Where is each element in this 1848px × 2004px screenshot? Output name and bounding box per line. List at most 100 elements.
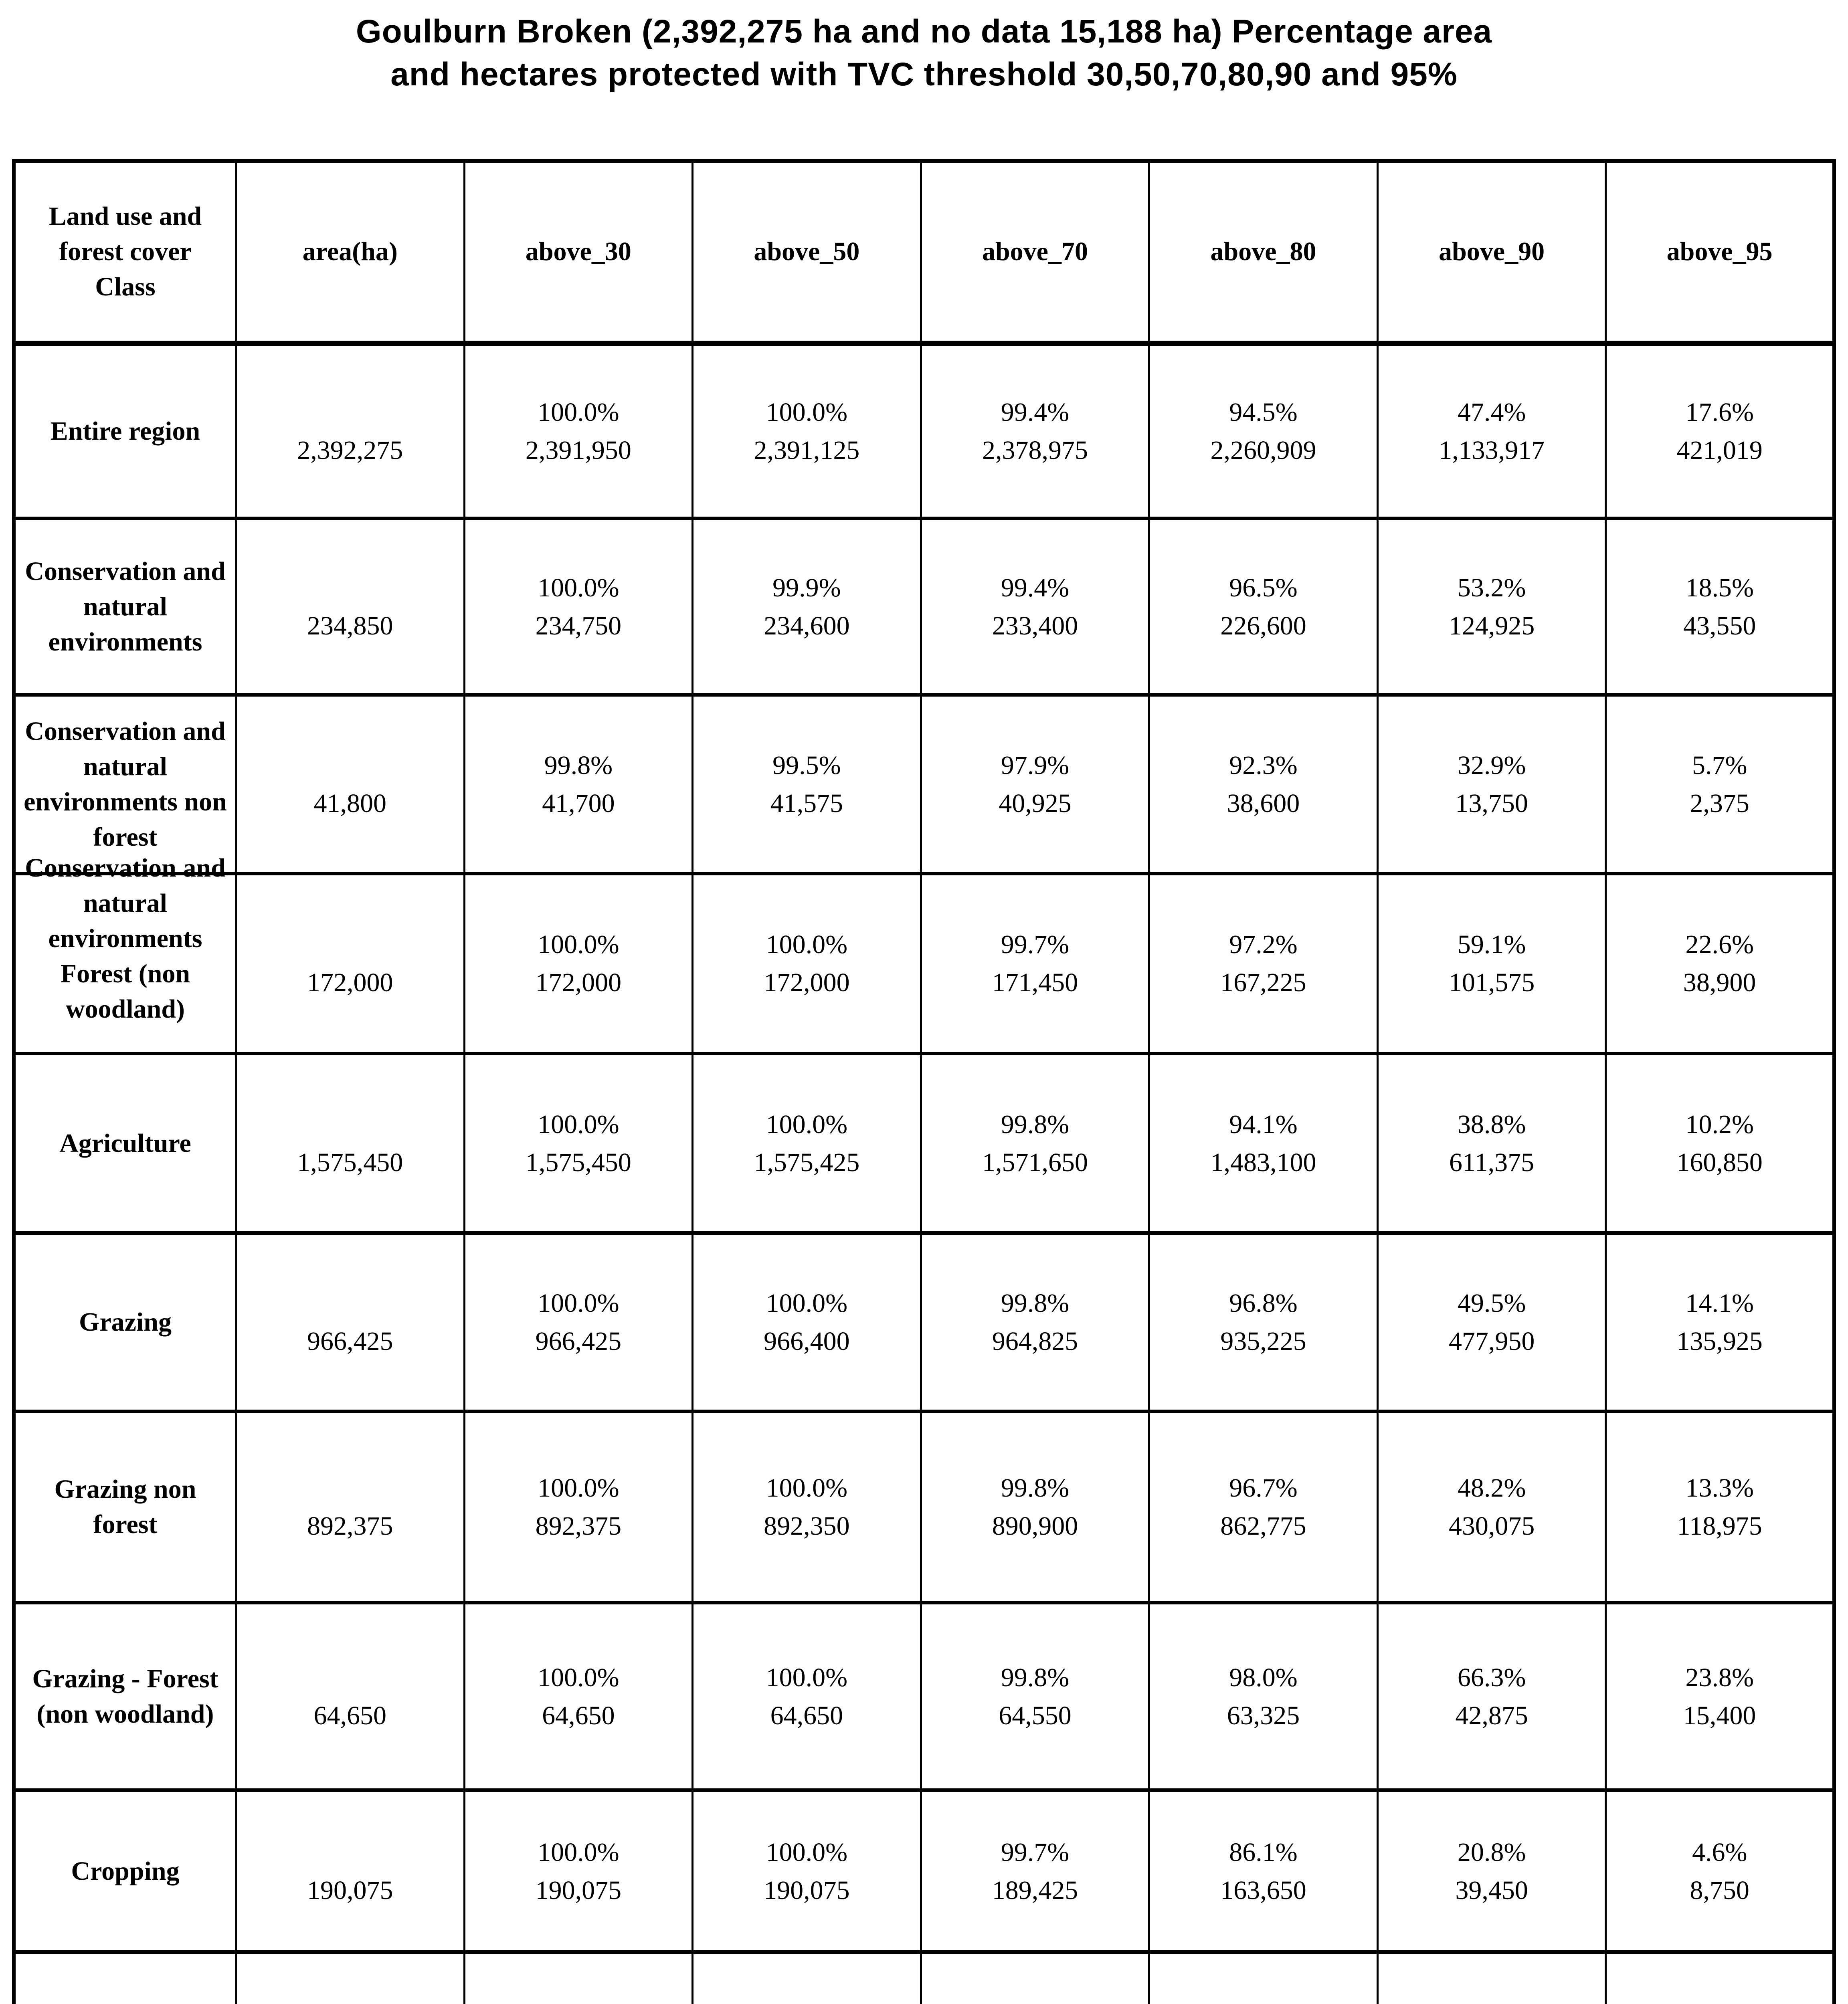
data-cell: 100.0% 64,650 [463,1601,694,1792]
data-cell: 10.2% 160,850 [1605,1052,1835,1235]
row-label: Agriculture [59,1128,191,1158]
percent-value: 100.0% [766,1663,848,1692]
percent-value: 100.0% [538,1663,619,1692]
data-cell: 100.0% 1,575,425 [691,1052,922,1235]
area-value: 64,650 [313,1701,387,1730]
table-row: Conservation and natural environments Fo… [13,853,1835,1056]
area-cell: 234,850 [235,517,465,697]
percent-value: 49.5% [1457,1289,1526,1318]
data-cell: 23.8% 15,400 [1605,1601,1835,1792]
percent-value: 10.2% [1685,1109,1754,1139]
percent-value: 32.9% [1457,750,1526,780]
row-label: Cropping [71,1856,180,1886]
hectares-value: 101,575 [1448,968,1535,998]
percent-value: 99.8% [544,750,613,780]
hectares-value: 190,075 [535,1875,622,1905]
percent-value: 99.9% [772,573,841,602]
blank-line [237,393,463,431]
percent-value: 99.4% [1001,398,1070,427]
row-label-cell: Conservation and natural environments Fo… [13,853,237,1056]
hectares-value: 2,391,125 [754,436,860,465]
percent-value: 97.9% [1001,750,1070,780]
hectares-value: 135,925 [1676,1327,1763,1356]
row-label-cell: Conservation and natural environments no… [13,693,237,876]
column-header-above-30: above_30 [463,159,694,346]
hectares-value: 124,925 [1448,611,1535,640]
blank-line [237,746,463,784]
percent-value: 99.8% [1001,1663,1070,1692]
data-cell: 100.0%406,675 [691,1950,922,2004]
data-cell: 94.5% 2,260,909 [1148,341,1379,521]
data-cell: 22.6% 38,900 [1605,872,1835,1056]
percent-value: 20.8% [1457,1837,1526,1867]
area-value: 1,575,450 [297,1147,403,1177]
data-cell: 98.0% 63,325 [1148,1601,1379,1792]
hectares-value: 233,400 [992,611,1078,640]
column-header-above-80: above_80 [1148,159,1379,346]
hectares-value: 611,375 [1449,1147,1535,1177]
column-header-class: Land use and forest cover Class [13,159,237,346]
row-label-cell: Agriculture [13,1052,237,1235]
hectares-value: 38,900 [1683,968,1756,998]
row-label: Grazing [79,1307,172,1337]
area-cell: 64,650 [235,1601,465,1792]
percent-value: 47.4% [1457,398,1526,427]
hectares-value: 171,450 [992,968,1078,998]
percent-value: 97.2% [1229,930,1298,960]
data-cell: 99.4% 233,400 [920,517,1150,697]
hectares-value: 15,400 [1683,1701,1756,1730]
table-body: Entire region 2,392,275 100.0% 2,391,950 … [13,341,1835,2004]
percent-value: 13.3% [1685,1473,1754,1503]
area-value: 190,075 [307,1875,393,1905]
percent-value: 99.8% [1001,1473,1070,1503]
area-cell: 406,675 [235,1950,465,2004]
data-cell: 13.3% 118,975 [1605,1410,1835,1605]
data-cell: 66.3% 42,875 [1376,1601,1607,1792]
column-header-area: area(ha) [235,159,465,346]
percent-value: 23.8% [1685,1663,1754,1692]
hectares-value: 430,075 [1448,1511,1535,1541]
row-label: Entire region [50,416,200,446]
table-row: Entire region 2,392,275 100.0% 2,391,950 … [13,341,1835,521]
percent-value: 94.1% [1229,1109,1298,1139]
hectares-value: 966,425 [535,1327,622,1356]
row-label-cell: Entire region [13,341,237,521]
percent-value: 100.0% [766,930,848,960]
percent-value: 99.8% [1001,1289,1070,1318]
area-cell: 1,575,450 [235,1052,465,1235]
hectares-value: 1,575,450 [525,1147,631,1177]
data-cell: 17.6% 421,019 [1605,341,1835,521]
data-cell: 100.0% 190,075 [691,1788,922,1954]
data-cell: 99.9% 234,600 [691,517,922,697]
hectares-value: 964,825 [992,1327,1078,1356]
hectares-value: 2,391,950 [525,436,631,465]
percent-value: 100.0% [538,1289,619,1318]
data-cell: 100.0% 172,000 [463,872,694,1056]
percent-value: 14.1% [1685,1289,1754,1318]
blank-line [237,1833,463,1871]
data-cell: 59.1% 101,575 [1376,872,1607,1056]
hectares-value: 172,000 [764,968,850,998]
table-row: Grazing - Forest (non woodland) 64,650 1… [13,1601,1835,1792]
data-cell: 100.0% 966,425 [463,1231,694,1414]
hectares-value: 1,571,650 [982,1147,1088,1177]
data-cell: 49.5% 477,950 [1376,1231,1607,1414]
hectares-value: 2,375 [1690,788,1749,818]
hectares-value: 189,425 [992,1875,1078,1905]
data-cell: 97.9% 40,925 [920,693,1150,876]
hectares-value: 190,075 [764,1875,850,1905]
hectares-value: 1,575,425 [754,1147,860,1177]
table-row: Conservation and natural environments no… [13,693,1835,876]
data-cell: 99.8% 890,900 [920,1410,1150,1605]
data-cell: 38.8% 611,375 [1376,1052,1607,1235]
blank-line [237,1284,463,1322]
report-title: Goulburn Broken (2,392,275 ha and no dat… [0,0,1848,96]
column-header-above-70: above_70 [920,159,1150,346]
table-row: Grazing 966,425 100.0% 966,425 100.0% 966,… [13,1231,1835,1414]
hectares-value: 935,225 [1220,1327,1306,1356]
blank-line [237,1469,463,1507]
blank-line [237,1105,463,1143]
data-cell: 100.0% 2,391,950 [463,341,694,521]
data-cell: 100.0% 1,575,450 [463,1052,694,1235]
percent-value: 99.4% [1001,573,1070,602]
